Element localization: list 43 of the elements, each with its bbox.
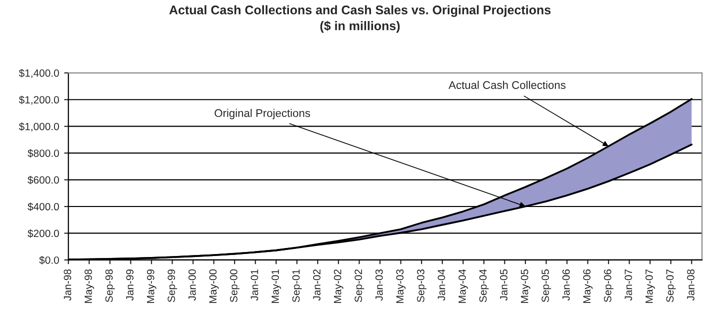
x-tick-label: Sep-99 xyxy=(168,269,178,302)
x-tick-label: May-04 xyxy=(458,269,468,303)
x-tick-label: Sep-04 xyxy=(479,269,489,302)
x-tick-label: May-00 xyxy=(209,269,219,303)
x-tick-label: Jan-04 xyxy=(438,269,446,301)
x-tick-label: May-98 xyxy=(84,269,94,303)
x-tick-label: Jan-98 xyxy=(64,269,72,301)
x-tick-label: Sep-00 xyxy=(230,269,240,302)
y-tick-label: $1,400.0 xyxy=(18,68,59,78)
x-tick-label: May-03 xyxy=(396,269,406,303)
x-tick-label: Sep-01 xyxy=(292,269,302,302)
x-tick-label: Jan-00 xyxy=(188,269,196,301)
x-tick-label: Jan-99 xyxy=(126,269,134,301)
y-tick-label: $400.0 xyxy=(28,202,59,211)
x-tick-label: Jan-06 xyxy=(562,269,570,301)
x-tick-label: Sep-05 xyxy=(542,269,552,302)
x-tick-label: Sep-98 xyxy=(105,269,115,302)
x-tick-label: May-07 xyxy=(645,269,655,303)
y-tick-label: $1,000.0 xyxy=(18,122,59,132)
chart-title: Actual Cash Collections and Cash Sales vs. Original Projections xyxy=(169,5,551,17)
x-tick-label: Jan-05 xyxy=(500,269,508,301)
x-tick-label: Jan-03 xyxy=(375,269,383,301)
x-tick-label: Jan-01 xyxy=(250,269,258,301)
y-tick-label: $600.0 xyxy=(28,176,59,184)
chart-subtitle: ($ in millions) xyxy=(320,20,400,33)
x-tick-label: Jan-07 xyxy=(624,269,632,301)
x-tick-label: May-02 xyxy=(334,269,344,303)
annotation: Original Projections xyxy=(214,108,310,120)
x-tick-label: Sep-07 xyxy=(666,269,676,302)
x-tick-label: May-99 xyxy=(146,269,156,303)
y-tick-label: $800.0 xyxy=(28,149,59,158)
x-tick-label: May-01 xyxy=(272,269,281,303)
x-tick-label: Jan-02 xyxy=(313,269,320,301)
x-tick-label: Sep-06 xyxy=(604,269,614,302)
y-tick-label: $1,200.0 xyxy=(18,96,59,105)
annotation: Actual Cash Collections xyxy=(448,80,566,89)
x-tick-label: May-05 xyxy=(520,269,530,303)
x-tick-label: Sep-03 xyxy=(416,269,426,302)
x-tick-label: Jan-08 xyxy=(687,269,694,301)
y-tick-label: $0.0 xyxy=(39,256,59,264)
x-tick-label: Sep-02 xyxy=(354,269,364,302)
y-tick-label: $200.0 xyxy=(28,229,59,238)
x-tick-label: May-06 xyxy=(583,269,593,303)
